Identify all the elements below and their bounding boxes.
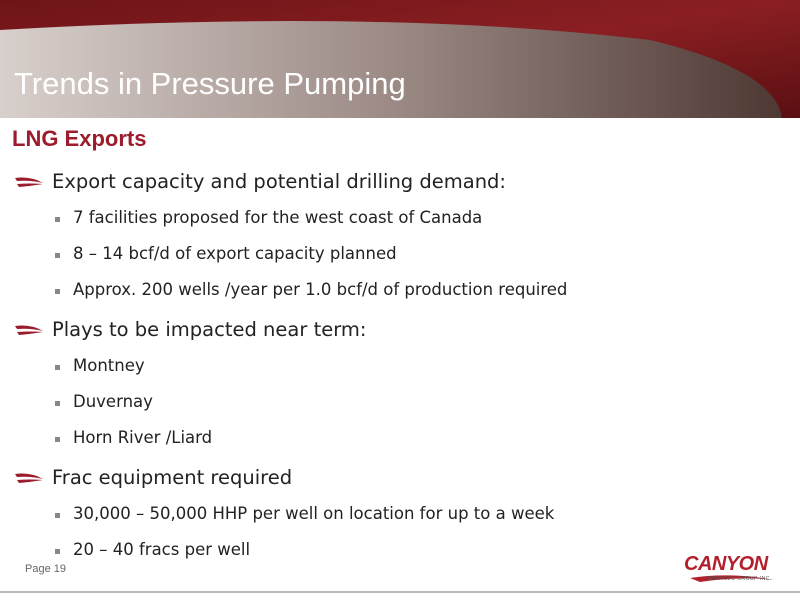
bullet-item: 8 – 14 bcf/d of export capacity planned: [73, 244, 397, 263]
bullet-heading: Frac equipment required: [52, 466, 293, 489]
bullet-arrow: [15, 325, 43, 335]
bullet-item: Duvernay: [73, 392, 153, 411]
bullet-square: [55, 289, 60, 294]
slide-title: Trends in Pressure Pumping: [14, 66, 406, 101]
bullet-item: 7 facilities proposed for the west coast…: [73, 208, 483, 227]
header-band: [0, 21, 782, 119]
logo-tagline: SERVICES GROUP INC.: [706, 576, 772, 582]
logo-swoosh: [690, 575, 775, 582]
bullet-square: [55, 365, 60, 370]
bullet-heading: Export capacity and potential drilling d…: [52, 170, 507, 193]
bullet-item: Approx. 200 wells /year per 1.0 bcf/d of…: [73, 280, 568, 299]
bullet-square: [55, 513, 60, 518]
bullet-square: [55, 437, 60, 442]
bullet-square: [55, 549, 60, 554]
bullet-arrow: [15, 473, 43, 483]
bullet-square: [55, 217, 60, 222]
page-number: Page 19: [25, 563, 66, 575]
bullet-square: [55, 401, 60, 406]
bullet-item: Horn River /Liard: [73, 428, 213, 447]
bullet-item: 20 – 40 fracs per well: [73, 540, 251, 559]
bullet-arrow: [15, 177, 43, 187]
bullet-item: 30,000 – 50,000 HHP per well on location…: [73, 504, 555, 523]
logo: CANYON: [684, 553, 768, 575]
subtitle: LNG Exports: [12, 126, 147, 151]
bullet-item: Montney: [73, 356, 145, 375]
bullet-heading: Plays to be impacted near term:: [52, 318, 367, 341]
bullet-square: [55, 253, 60, 258]
